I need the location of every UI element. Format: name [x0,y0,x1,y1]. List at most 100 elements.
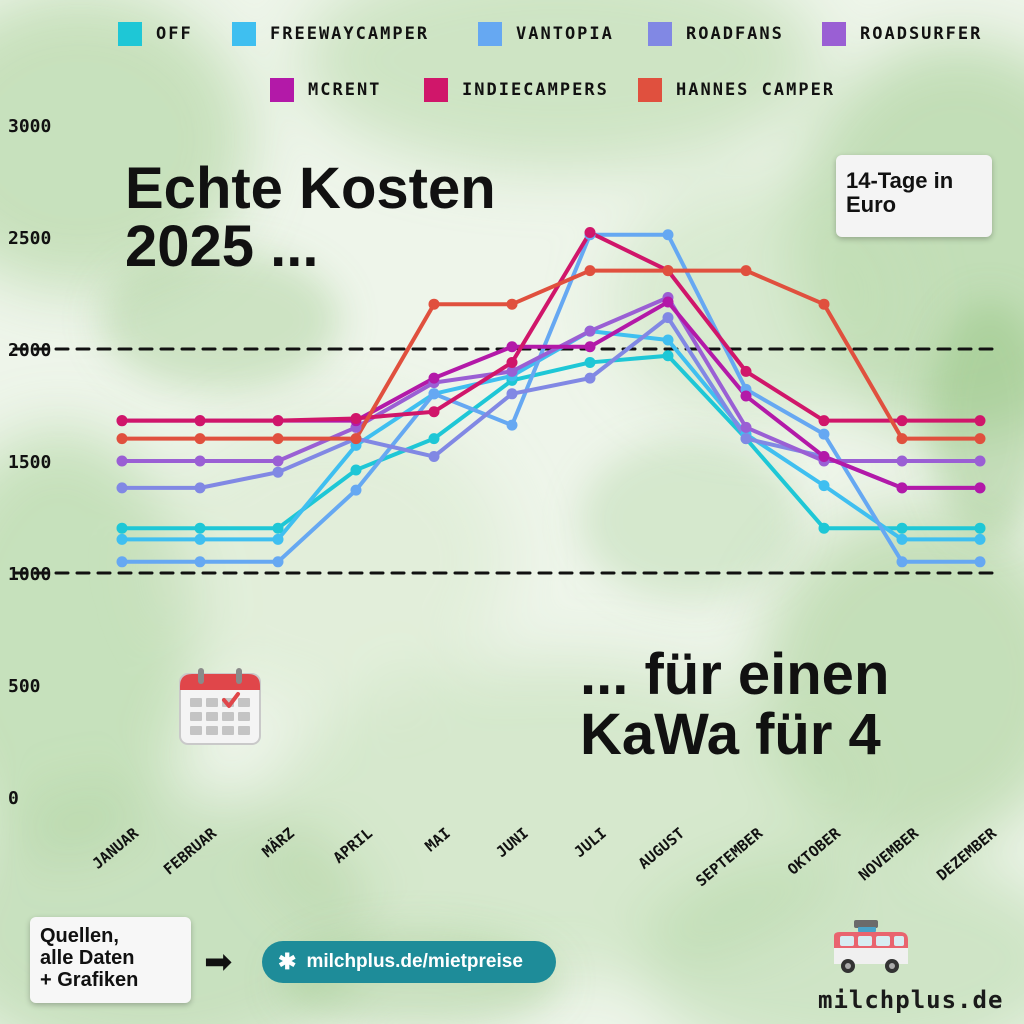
series-line-hannes-camper [120,268,982,441]
data-point [272,556,284,568]
sources-line-2: alle Daten [40,947,135,969]
data-point [974,482,986,494]
data-point [506,356,518,368]
data-point [194,482,206,494]
y-tick-label: 2000 [8,340,52,361]
sources-line-1: Quellen, [40,925,119,947]
data-point [506,365,518,377]
data-point [740,365,752,377]
data-point [272,522,284,534]
asterisk-icon: ✱ [278,949,297,974]
data-point [116,522,128,534]
data-point [818,415,830,427]
headline-line-2: 2025 ... [125,214,319,279]
data-point [662,312,674,324]
data-point [818,298,830,310]
legend-swatch [270,78,294,102]
y-tick-label: 3000 [8,116,52,137]
series-line-off [120,353,982,531]
data-point [740,390,752,402]
headline-line-1: Echte Kosten [125,156,496,221]
unit-note: 14-Tage in Euro [836,155,992,237]
legend-item-vantopia: VANTOPIA [478,22,614,46]
legend-swatch [638,78,662,102]
data-point [974,433,986,445]
data-point [350,464,362,476]
legend-swatch [118,22,142,46]
data-point [818,480,830,492]
data-point [272,433,284,445]
data-point [896,522,908,534]
series-line-indiecampers [120,230,982,423]
y-tick-label: 1500 [8,452,52,473]
data-point [974,533,986,545]
data-point [194,455,206,467]
unit-note-line-2: Euro [846,192,897,217]
legend-label: OFF [156,24,193,44]
legend-item-off: OFF [118,22,193,46]
data-point [350,412,362,424]
data-point [428,406,440,418]
legend-item-freewaycamper: FREEWAYCAMPER [232,22,429,46]
legend-label: VANTOPIA [516,24,614,44]
data-point [740,433,752,445]
data-point [350,433,362,445]
subline-line-2: KaWa für 4 [580,702,881,767]
data-point [116,415,128,427]
data-point [272,455,284,467]
legend-label: ROADSURFER [860,24,983,44]
data-point [428,451,440,463]
data-point [974,415,986,427]
legend-label: ROADFANS [686,24,784,44]
series-line-roadsurfer [120,295,982,463]
legend-item-indiecampers: INDIECAMPERS [424,78,609,102]
data-point [896,533,908,545]
data-point [272,466,284,478]
data-point [818,428,830,440]
legend-item-roadsurfer: ROADSURFER [822,22,982,46]
data-point [584,227,596,239]
source-link[interactable]: ✱ milchplus.de/mietpreise [262,941,556,983]
data-point [116,556,128,568]
data-point [116,455,128,467]
subline: ... für einen KaWa für 4 [580,645,889,765]
legend-swatch [232,22,256,46]
data-point [896,415,908,427]
data-point [506,388,518,400]
data-point [428,388,440,400]
brand-name: milchplus.de [818,986,1004,1014]
y-tick-label: 0 [8,788,19,809]
y-tick-label: 2500 [8,228,52,249]
legend-label: MCRENT [308,80,382,100]
data-point [506,419,518,431]
data-point [896,455,908,467]
data-point [272,415,284,427]
legend-label: FREEWAYCAMPER [270,24,430,44]
calendar-icon [179,668,261,745]
data-point [662,229,674,241]
data-point [662,350,674,362]
data-point [584,341,596,353]
data-point [194,533,206,545]
sources-line-3: + Grafiken [40,969,139,991]
data-point [974,556,986,568]
data-point [818,522,830,534]
series-line-freewaycamper [120,329,982,542]
data-point [194,433,206,445]
data-point [506,298,518,310]
legend-swatch [424,78,448,102]
data-point [584,325,596,337]
data-point [428,433,440,445]
data-point [272,533,284,545]
data-point [896,433,908,445]
source-link-text: milchplus.de/mietpreise [306,951,523,972]
legend-swatch [648,22,672,46]
legend-swatch [478,22,502,46]
data-point [896,556,908,568]
data-point [584,356,596,368]
data-point [740,265,752,277]
legend-item-roadfans: ROADFANS [648,22,784,46]
data-point [350,484,362,496]
data-point [194,415,206,427]
